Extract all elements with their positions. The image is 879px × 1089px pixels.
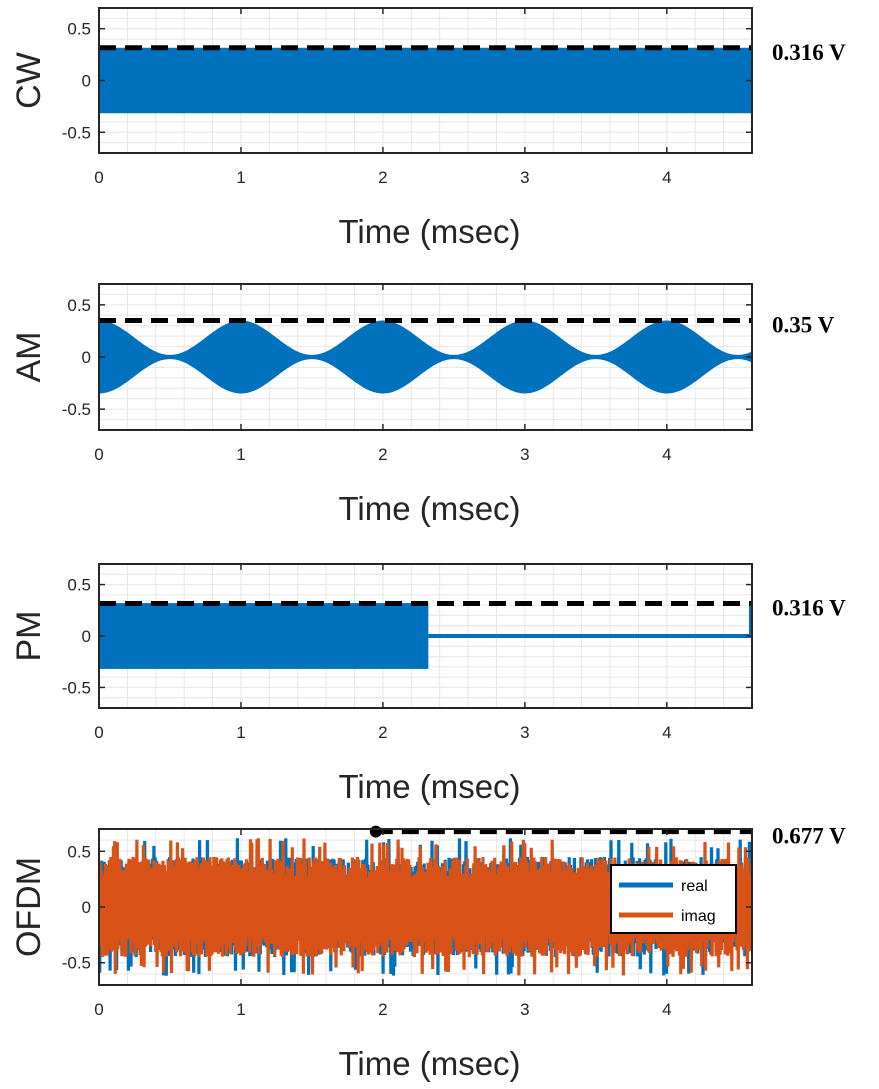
series-pm-burst: [99, 603, 429, 669]
threshold-annotation: 0.677 V: [772, 824, 846, 849]
x-tick-label: 0: [94, 723, 103, 742]
y-tick-label: -0.5: [62, 123, 91, 142]
x-tick-label: 0: [94, 168, 103, 187]
x-tick-label: 2: [378, 168, 387, 187]
legend-label-real: real: [681, 878, 708, 895]
ticks: 0 1 2 3 4 -0.5 0 0.5: [62, 8, 752, 187]
x-axis-label: Time (msec): [338, 490, 520, 527]
y-axis-label: PM: [10, 611, 48, 662]
x-tick-label: 1: [236, 1000, 245, 1019]
y-tick-label: 0.5: [67, 576, 91, 595]
y-axis-label: AM: [10, 332, 48, 383]
x-tick-label: 4: [662, 723, 671, 742]
x-axis-label: Time (msec): [338, 768, 520, 805]
ticks: 0 1 2 3 4 -0.5 0 0.5: [62, 284, 752, 464]
x-tick-label: 3: [520, 168, 529, 187]
legend-label-imag: imag: [681, 908, 716, 925]
x-axis-label: Time (msec): [338, 213, 520, 250]
x-axis-label: Time (msec): [338, 1045, 520, 1082]
y-tick-label: -0.5: [62, 954, 91, 973]
x-tick-label: 4: [662, 445, 671, 464]
data-layer: [99, 47, 752, 114]
legend-box: [610, 864, 737, 934]
y-tick-label: -0.5: [62, 400, 91, 419]
panel-cw: 0 1 2 3 4 -0.5 0 0.5 Time (msec) CW 0.316 V: [10, 7, 846, 250]
y-tick-label: 0: [82, 72, 91, 91]
panel-ofdm: 0 1 2 3 4 -0.5 0 0.5 Time (msec) OFDM 0.677 V real i…: [10, 824, 846, 1082]
series-am-envelope: [99, 320, 752, 394]
y-tick-label: 0.5: [67, 296, 91, 315]
x-tick-label: 3: [520, 445, 529, 464]
y-tick-label: 0: [82, 898, 91, 917]
series-cw-envelope: [99, 47, 752, 114]
peak-marker: [369, 825, 382, 838]
x-tick-label: 2: [378, 1000, 387, 1019]
y-tick-label: -0.5: [62, 678, 91, 697]
x-tick-label: 2: [378, 723, 387, 742]
x-tick-label: 1: [236, 445, 245, 464]
data-layer: [99, 603, 752, 669]
threshold-annotation: 0.316 V: [772, 40, 846, 65]
x-tick-label: 0: [94, 1000, 103, 1019]
data-layer: [99, 320, 752, 394]
legend: real imag: [610, 864, 737, 934]
ticks: 0 1 2 3 4 -0.5 0 0.5: [62, 564, 752, 742]
ticks: 0 1 2 3 4 -0.5 0 0.5: [62, 829, 752, 1019]
y-tick-label: 0: [82, 348, 91, 367]
y-tick-label: 0.5: [67, 20, 91, 39]
y-tick-label: 0: [82, 627, 91, 646]
panel-am: 0 1 2 3 4 -0.5 0 0.5 Time (msec) AM 0.35 V: [10, 283, 835, 527]
x-tick-label: 4: [662, 1000, 671, 1019]
y-axis-label: CW: [10, 52, 48, 109]
panel-pm: 0 1 2 3 4 -0.5 0 0.5 Time (msec) PM 0.316 V: [10, 563, 846, 805]
x-tick-label: 0: [94, 445, 103, 464]
y-tick-label: 0.5: [67, 842, 91, 861]
threshold-annotation: 0.35 V: [772, 313, 835, 338]
x-tick-label: 1: [236, 723, 245, 742]
threshold-annotation: 0.316 V: [772, 595, 846, 620]
x-tick-label: 4: [662, 168, 671, 187]
x-tick-label: 3: [520, 723, 529, 742]
x-tick-label: 1: [236, 168, 245, 187]
x-tick-label: 2: [378, 445, 387, 464]
x-tick-label: 3: [520, 1000, 529, 1019]
y-axis-label: OFDM: [10, 857, 48, 957]
